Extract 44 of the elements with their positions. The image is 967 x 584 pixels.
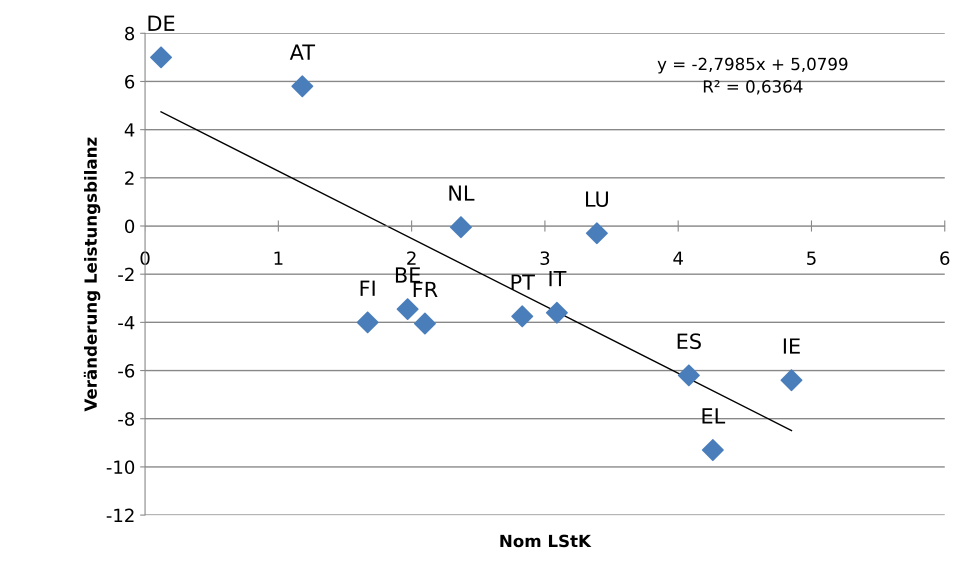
y-axis-title: Veränderung Leistungsbilanz — [84, 138, 100, 412]
y-tick-label: 8 — [125, 26, 134, 40]
x-tick-label: 2 — [407, 251, 416, 265]
annotation: IT — [550, 270, 566, 286]
point — [702, 439, 724, 462]
y-tick-label: 6 — [125, 74, 134, 89]
x-tick-label: 4 — [673, 252, 683, 265]
y-tick-label: -2 — [118, 268, 134, 282]
point — [586, 222, 608, 244]
y-tick-label: -6 — [118, 364, 134, 378]
annotation: ES — [678, 333, 701, 350]
annotation: DE — [148, 16, 174, 31]
annotation: LU — [586, 191, 608, 207]
x-tick-label: 3 — [540, 251, 550, 265]
annotation: BE — [396, 267, 420, 283]
y-tick-label: -12 — [106, 508, 134, 522]
y-tick-label: -4 — [118, 316, 134, 330]
annotation: PT — [512, 274, 535, 290]
annotation: FR — [414, 282, 438, 298]
point — [396, 298, 419, 320]
x-tick-label: 6 — [940, 251, 950, 265]
annotation: AT — [290, 44, 316, 60]
annotation: NL — [449, 185, 474, 201]
annotation: IE — [784, 338, 800, 354]
annotation: FI — [360, 280, 375, 296]
y-tick-label: 2 — [125, 171, 134, 185]
point — [450, 216, 472, 238]
x-tick-label: 1 — [274, 252, 282, 265]
y-tick-label: -10 — [106, 460, 134, 474]
point — [511, 305, 534, 328]
x-axis-title: Nom LStK — [500, 534, 592, 548]
point — [291, 75, 314, 98]
y-tick-label: 4 — [124, 123, 134, 137]
point — [414, 312, 436, 335]
point — [546, 302, 568, 324]
y-tick-label: -8 — [118, 412, 134, 426]
x-tick-label: 5 — [807, 252, 816, 265]
point — [780, 369, 802, 392]
point — [356, 311, 379, 334]
point — [150, 46, 172, 68]
y-tick-label: 0 — [125, 219, 134, 234]
point — [678, 364, 700, 386]
annotation: y = -2,7985x + 5,0799 R² = 0,6364 — [658, 58, 848, 94]
annotation: EL — [702, 408, 726, 424]
